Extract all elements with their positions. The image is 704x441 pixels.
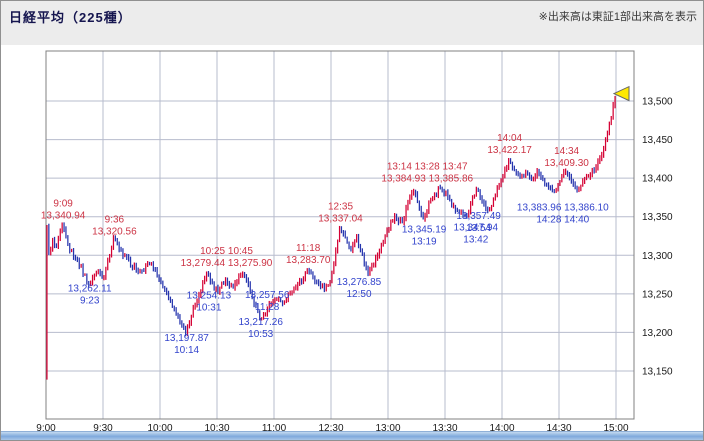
y-axis-label: 13,450: [642, 135, 673, 146]
annotation-high: 13,320.56: [92, 226, 137, 237]
y-axis-label: 13,400: [642, 174, 673, 185]
chart-header: 日経平均（225種） ※出来高は東証1部出来高を表示: [1, 1, 703, 45]
x-axis-label: 14:30: [546, 423, 571, 434]
volume-note: ※出来高は東証1部出来高を表示: [538, 11, 697, 23]
annotation-high: 13,422.17: [487, 145, 532, 156]
annotation-high: 10:25 10:45: [200, 246, 253, 257]
annotation-low: 13,345.19: [402, 224, 447, 235]
x-axis-label: 14:00: [489, 423, 514, 434]
annotation-low: 13:42: [463, 234, 488, 245]
page-title: 日経平均（225種）: [9, 10, 132, 25]
y-axis-label: 13,300: [642, 251, 673, 262]
x-axis-label: 13:00: [375, 423, 400, 434]
annotation-low: 9:23: [80, 296, 100, 307]
y-axis-label: 13,250: [642, 289, 673, 300]
annotation-low: 13:19: [412, 236, 437, 247]
annotation-low: 10:14: [174, 345, 199, 356]
annotation-low: 13,276.85: [337, 277, 382, 288]
annotation-high: 9:09: [53, 199, 73, 210]
annotation-high: 9:36: [105, 214, 125, 225]
annotation-high: 13,337.04: [318, 214, 363, 225]
annotation-high: 13,283.70: [286, 255, 331, 266]
plot-border: [45, 50, 635, 420]
annotation-high: 14:34: [554, 146, 579, 157]
annotation-high: 11:18: [296, 243, 321, 254]
x-axis-label: 11:00: [262, 423, 287, 434]
y-axis-label: 13,500: [642, 97, 673, 108]
annotation-low: 14:28 14:40: [536, 215, 589, 226]
annotation-low: 13,383.96 13,386.10: [517, 203, 609, 214]
annotation-high: 13,409.30: [544, 158, 589, 169]
x-axis-label: 10:00: [147, 423, 172, 434]
x-axis-label: 9:30: [93, 423, 113, 434]
annotation-low: 11:28: [255, 302, 280, 313]
annotation-low: 13,262.11: [68, 284, 112, 295]
annotation-high: 13,340.94: [41, 211, 86, 222]
x-axis-label: 15:00: [603, 423, 628, 434]
y-axis-label: 13,200: [642, 328, 673, 339]
annotation-low: 13,257.56: [245, 290, 290, 301]
annotation-high: 13,279.44 13,275.90: [181, 258, 273, 269]
annotation-low: 13,347.94: [454, 222, 499, 233]
x-axis-label: 10:30: [204, 423, 229, 434]
annotation-low: 13,357.49: [456, 211, 501, 222]
annotation-low: 13,254.13: [187, 291, 232, 302]
annotation-high: 13,384.93 13,385.86: [381, 174, 473, 185]
y-axis-label: 13,350: [642, 212, 673, 223]
y-axis-label: 13,150: [642, 367, 673, 378]
x-axis-label: 9:00: [36, 423, 56, 434]
annotation-low: 12:50: [346, 289, 371, 300]
horizontal-scrollbar[interactable]: [1, 431, 703, 440]
annotation-low: 13:54: [466, 223, 491, 234]
annotation-low: 10:31: [196, 303, 221, 314]
annotation-high: 13:14 13:28 13:47: [387, 162, 468, 173]
annotation-low: 13,197.87: [164, 333, 209, 344]
annotation-high: 14:04: [497, 133, 522, 144]
x-axis-label: 12:30: [318, 423, 343, 434]
annotation-low: 10:53: [248, 329, 273, 340]
current-price-marker-icon: [612, 85, 630, 102]
x-axis-label: 13:30: [432, 423, 457, 434]
annotation-high: 12:35: [328, 202, 353, 213]
annotation-low: 13,217.26: [238, 317, 283, 328]
